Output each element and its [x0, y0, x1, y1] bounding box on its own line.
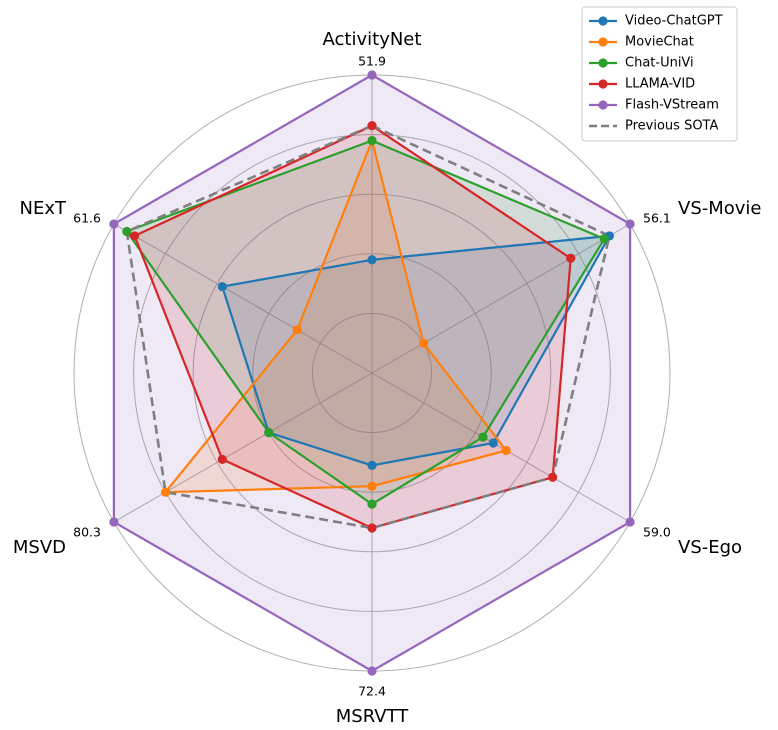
axis-label-vs-ego: VS-Ego: [678, 537, 742, 558]
data-point-flash-vstream-vs-movie: [625, 219, 635, 229]
series-area-chat-univi: [126, 140, 605, 505]
data-point-llama-vid-vs-movie: [566, 253, 576, 263]
data-point-moviechat-msvd: [160, 487, 171, 497]
data-point-llama-vid-next: [129, 231, 140, 241]
data-point-chat-univi-activitynet: [367, 135, 377, 146]
series-area-moviechat: [165, 140, 507, 493]
data-point-moviechat-vs-ego: [501, 445, 511, 456]
legend-marker-chat-univi: [598, 58, 608, 68]
legend-entry-video-chatgpt: Video-ChatGPT: [625, 14, 723, 29]
axis-max-label-msrvtt: 72.4: [358, 684, 386, 699]
data-point-flash-vstream-vs-ego: [625, 517, 635, 527]
data-point-llama-vid-msvd: [217, 454, 227, 465]
data-point-llama-vid-msrvtt: [367, 523, 377, 533]
data-point-video-chatgpt-next: [217, 281, 227, 292]
marker-layer: [109, 70, 635, 676]
legend-marker-video-chatgpt: [598, 16, 608, 26]
data-point-chat-univi-next: [122, 226, 132, 237]
legend-entry-llama-vid: LLAMA-VID: [625, 77, 695, 92]
data-point-flash-vstream-msvd: [109, 517, 119, 527]
legend-entry-flash-vstream: Flash-VStream: [625, 98, 719, 113]
legend-entry-previous-sota: Previous SOTA: [625, 119, 718, 134]
data-point-chat-univi-vs-movie: [599, 234, 609, 244]
data-point-moviechat-next: [292, 325, 302, 335]
data-point-flash-vstream-activitynet: [367, 70, 377, 80]
data-point-video-chatgpt-activitynet: [367, 255, 377, 265]
legend-entry-moviechat: MovieChat: [625, 35, 694, 50]
axis-max-label-activitynet: 51.9: [358, 54, 386, 69]
axis-label-activitynet: ActivityNet: [323, 29, 422, 50]
legend-marker-moviechat: [598, 37, 608, 47]
data-point-flash-vstream-msrvtt: [367, 666, 377, 676]
legend-frame: [581, 6, 738, 142]
data-point-chat-univi-msrvtt: [367, 499, 377, 509]
data-point-llama-vid-activitynet: [367, 121, 377, 131]
axis-max-label-vs-movie: 56.1: [643, 211, 671, 226]
axis-label-vs-movie: VS-Movie: [678, 198, 762, 219]
data-point-chat-univi-vs-ego: [478, 432, 488, 442]
series-area-llama-vid: [134, 125, 571, 528]
axis-max-label-msvd: 80.3: [73, 525, 101, 540]
data-point-video-chatgpt-msrvtt: [367, 460, 377, 470]
legend-marker-llama-vid: [598, 79, 608, 89]
legend-marker-flash-vstream: [598, 100, 608, 110]
data-point-flash-vstream-next: [109, 219, 119, 229]
legend-entry-chat-univi: Chat-UniVi: [625, 56, 694, 71]
grid-spoke-next: [113, 223, 373, 374]
grid-spoke-vs-ego: [371, 372, 631, 523]
data-point-moviechat-msrvtt: [367, 481, 377, 491]
data-point-chat-univi-msvd: [264, 428, 274, 438]
axis-max-label-vs-ego: 59.0: [643, 525, 671, 540]
axis-label-msrvtt: MSRVTT: [336, 706, 409, 727]
axis-label-msvd: MSVD: [13, 537, 66, 558]
grid-spoke-vs-movie: [371, 223, 631, 374]
data-point-moviechat-vs-movie: [419, 338, 429, 348]
series-area-flash-vstream: [113, 75, 631, 671]
axis-max-label-next: 61.6: [73, 211, 101, 226]
label-layer: ActivityNet 51.9 VS-Movie 56.1 VS-Ego 59.0 MSR…: [13, 29, 762, 727]
data-point-video-chatgpt-vs-ego: [488, 438, 498, 448]
legend: Video-ChatGPT MovieChat Chat-UniVi LLAMA-VI…: [581, 6, 738, 142]
fill-layer: [113, 75, 631, 671]
grid-spoke-msvd: [113, 372, 373, 523]
axis-label-next: NExT: [20, 198, 67, 219]
data-point-llama-vid-vs-ego: [548, 472, 558, 482]
